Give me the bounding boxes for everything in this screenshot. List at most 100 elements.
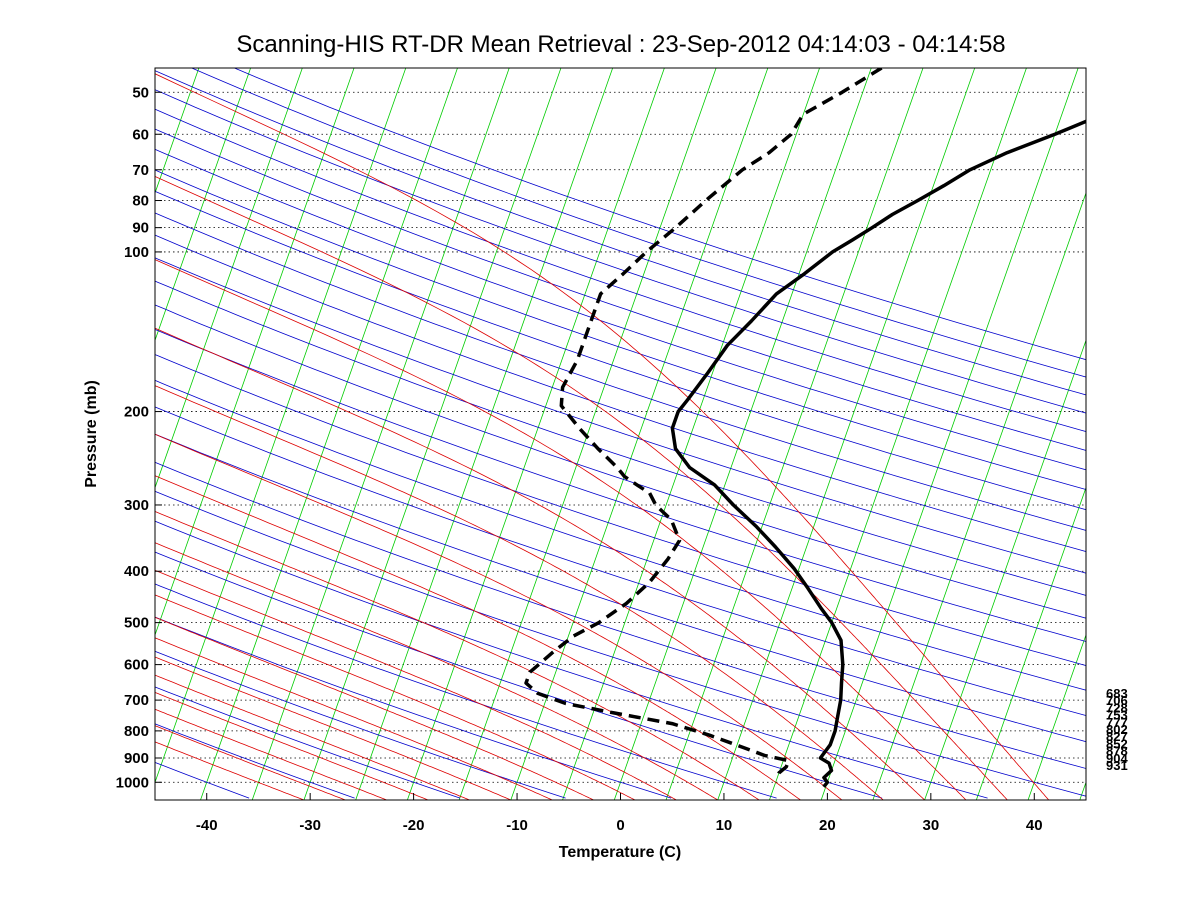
moist-adiabat-line [155,674,470,800]
plot-background [155,68,1086,800]
isotherm-line [1183,68,1200,800]
dry-adiabat-line [155,490,1086,797]
annotation-label: 683 [1106,686,1128,701]
thermodynamic-background-lines [0,68,1200,800]
isotherm-line [1131,68,1200,800]
y-tick-label: 700 [124,692,149,709]
moist-adiabat-line [155,385,884,800]
x-tick-label: -30 [299,817,321,834]
x-tick-label: 0 [616,817,624,834]
x-tick-label: -20 [403,817,425,834]
isotherm-line [155,68,303,489]
moist-adiabat-line [155,616,594,800]
annotation-label: 827 [1106,729,1128,744]
y-tick-label: 500 [124,615,149,632]
isotherm-line [1079,781,1086,800]
dry-adiabat-line [155,257,1086,574]
isotherm-line [975,486,1086,800]
isotherm-line [155,68,200,195]
y-tick-label: 600 [124,657,149,674]
dry-adiabat-line [155,433,1086,743]
isotherm-line [0,68,147,800]
dry-adiabat-line [155,406,1086,716]
y-tick-label: 800 [124,723,149,740]
y-tick-label: 100 [124,244,149,261]
chart-title: Scanning-HIS RT-DR Mean Retrieval : 23-S… [236,31,1005,58]
dry-adiabat-line [155,212,1086,531]
dry-adiabat-line [190,68,1086,378]
y-tick-label: 60 [132,126,149,143]
dry-adiabat-line [155,190,1086,511]
annotation-label: 777 [1106,715,1128,730]
x-tick-label: 10 [716,817,733,834]
isotherm-line [407,68,665,800]
x-ticks: -40 -30 -20 -10 0 10 20 30 40 [196,793,1043,834]
y-tick-label: 900 [124,750,149,767]
y-tick-label: 90 [132,220,149,237]
moist-adiabat-line [155,433,843,800]
annotation-label: 904 [1106,751,1128,766]
dewpoint-profile-line [524,68,883,779]
moist-adiabat-line [155,656,511,800]
y-tick-label: 300 [124,497,149,514]
isotherm-line [458,68,717,800]
annotation-label: 728 [1106,700,1128,715]
x-axis-label: Temperature (C) [559,844,681,861]
dry-adiabat-line [155,379,1086,691]
y-tick-label: 80 [132,193,149,210]
dry-adiabat-line [155,70,1086,396]
dry-adiabat-line [155,304,1086,619]
moist-adiabat-line [155,259,967,800]
moist-adiabat-line [155,725,346,800]
annotation-label: 878 [1106,744,1128,759]
isotherm-line [769,68,1027,800]
isotherm-line [510,68,769,800]
dry-adiabat-line [155,108,1086,432]
annotation-label: 753 [1106,708,1128,723]
x-tick-label: 20 [819,817,836,834]
isotherm-line [355,68,614,800]
x-tick-label: -10 [506,817,528,834]
isotherm-line [200,68,458,800]
y-ticks: 50 60 70 80 90 100 200 300 400 500 600 700 800 900 100… [116,84,162,791]
y-tick-label: 50 [132,84,149,101]
moist-adiabat-line [155,475,801,800]
annotation-label: 852 [1106,736,1128,751]
annotation-label: 706 [1106,693,1128,708]
dry-adiabat-line [155,148,1086,471]
moist-adiabat-line [155,637,553,800]
annotation-label: 931 [1106,758,1128,773]
dry-adiabat-line [233,68,1086,361]
isotherm-line [665,68,924,800]
dry-adiabat-line [155,354,1086,666]
moist-adiabat-line [155,511,760,800]
y-axis-label: Pressure (mb) [83,380,100,488]
isotherm-line [872,191,1086,800]
isotherm-line [1027,633,1086,800]
moist-adiabat-line [155,692,429,800]
moist-adiabat-line [155,327,925,800]
isotherm-line [303,68,562,800]
profile-series [524,68,1086,788]
isotherm-line [0,68,44,800]
dry-adiabat-line [155,650,566,799]
isotherm-line [820,68,1079,800]
dry-adiabat-line [155,128,1086,451]
isotherm-line [717,68,976,800]
temperature-profile-line [670,119,1086,788]
isotherm-line [155,68,355,637]
moist-adiabat-line [155,569,677,800]
moist-adiabat-line [155,542,718,800]
dry-adiabat-line [155,280,1086,596]
dry-adiabat-line [155,520,988,799]
dry-adiabat-line [155,583,777,799]
dry-adiabat-line [155,234,1086,552]
moist-adiabat-line [155,708,387,800]
isotherm-line [924,339,1086,800]
isotherm-line [0,68,95,800]
dry-adiabat-line [155,89,1086,414]
isotherm-line [251,68,510,800]
y-tick-label: 70 [132,162,149,179]
